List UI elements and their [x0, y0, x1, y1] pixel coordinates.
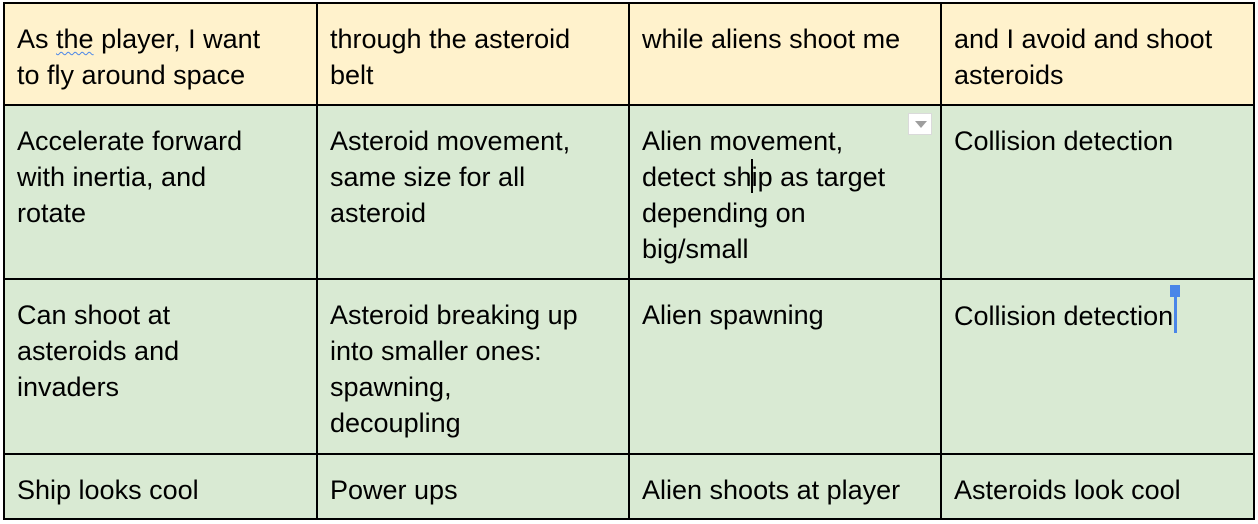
cell-text: Ship looks cool — [17, 475, 199, 505]
cell-text: Alien spawning — [642, 300, 824, 330]
table-header-row: As the player, I want to fly around spac… — [3, 2, 1255, 106]
table-cell[interactable]: Alien shoots at player — [628, 453, 942, 520]
cell-text: while aliens shoot me — [642, 24, 901, 54]
cell-text: Alien movement, detect ship as target de… — [642, 126, 886, 264]
table-cell[interactable]: Accelerate forward with inertia, and rot… — [3, 104, 318, 280]
cell-text: Power ups — [330, 475, 458, 505]
chevron-down-icon[interactable] — [908, 113, 932, 135]
table-cell[interactable]: Collision detection — [940, 104, 1255, 280]
cell-text: As the player, I want to fly around spac… — [17, 24, 261, 90]
document-area: As the player, I want to fly around spac… — [3, 2, 1255, 520]
table-row: Can shoot at asteroids and invaders Aste… — [3, 278, 1255, 455]
table-cell[interactable]: Can shoot at asteroids and invaders — [3, 278, 318, 455]
table-cell[interactable]: Ship looks cool — [3, 453, 318, 520]
table-cell[interactable]: Power ups — [316, 453, 630, 520]
table-cell[interactable]: Asteroids look cool — [940, 453, 1255, 520]
cell-text: Accelerate forward with inertia, and rot… — [17, 126, 243, 228]
table-cell[interactable]: Alien spawning — [628, 278, 942, 455]
cell-text: Asteroid movement, same size for all ast… — [330, 126, 571, 228]
cell-text: Alien shoots at player — [642, 475, 901, 505]
cell-text: Can shoot at asteroids and invaders — [17, 300, 180, 402]
table-cell[interactable]: through the asteroid belt — [316, 2, 630, 106]
table-cell[interactable]: while aliens shoot me — [628, 2, 942, 106]
cell-text: Collision detection — [954, 285, 1243, 334]
table-cell[interactable]: and I avoid and shoot asteroids — [940, 2, 1255, 106]
user-story-table: As the player, I want to fly around spac… — [3, 2, 1255, 520]
table-cell[interactable]: Collision detection — [940, 278, 1255, 455]
text-caret — [750, 159, 753, 193]
table-cell[interactable]: Asteroid breaking up into smaller ones: … — [316, 278, 630, 455]
table-row: Accelerate forward with inertia, and rot… — [3, 104, 1255, 280]
cell-text: Collision detection — [954, 126, 1174, 156]
table-cell[interactable]: As the player, I want to fly around spac… — [3, 2, 318, 106]
table-row: Ship looks cool Power ups Alien shoots a… — [3, 453, 1255, 520]
collaborator-cursor — [1170, 285, 1181, 333]
spellcheck-word[interactable]: the — [56, 24, 94, 54]
table-cell[interactable]: Asteroid movement, same size for all ast… — [316, 104, 630, 280]
cell-text: Asteroid breaking up into smaller ones: … — [330, 300, 578, 438]
table-cell[interactable]: Alien movement, detect ship as target de… — [628, 104, 942, 280]
cell-text: Asteroids look cool — [954, 475, 1181, 505]
cell-text: and I avoid and shoot asteroids — [954, 24, 1213, 90]
cell-text: through the asteroid belt — [330, 24, 571, 90]
